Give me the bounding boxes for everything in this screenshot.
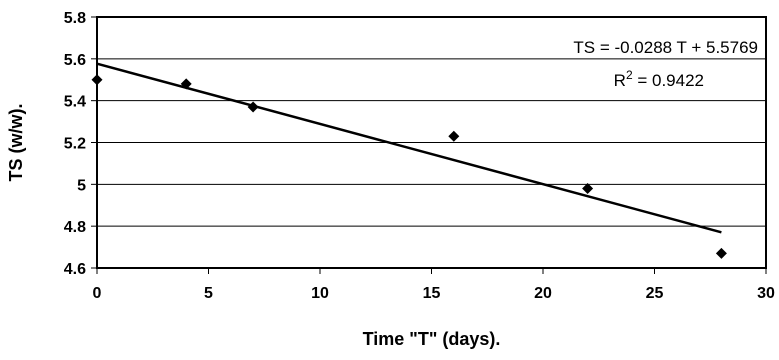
- r-squared-prefix: R: [614, 71, 626, 90]
- data-point-marker: [715, 247, 727, 259]
- y-tick-label: 5.2: [64, 136, 86, 153]
- data-point-marker: [582, 183, 594, 195]
- x-tick-label: 20: [534, 285, 552, 302]
- data-point-marker: [247, 101, 259, 113]
- y-tick-label: 4.6: [64, 261, 86, 278]
- gridlines: [97, 58, 766, 227]
- trendline-equation-label: TS = -0.0288 T + 5.5769: [573, 38, 758, 57]
- data-point-marker: [91, 74, 103, 86]
- y-tick-label: 5: [77, 177, 86, 194]
- x-axis-tick-labels: 0 5 10 15 20 25 30: [93, 268, 775, 302]
- y-axis-title: TS (w/w).: [6, 104, 26, 182]
- r-squared-label: R2 = 0.9422: [614, 68, 704, 90]
- y-tick-label: 5.8: [64, 10, 86, 27]
- y-tick-label: 5.6: [64, 52, 86, 69]
- y-tick-label: 4.8: [64, 219, 86, 236]
- trendline: [96, 62, 722, 234]
- y-axis-tick-labels: 4.6 4.8 5 5.2 5.4 5.6 5.8: [64, 10, 97, 278]
- x-tick-label: 25: [646, 285, 664, 302]
- x-tick-label: 5: [204, 285, 213, 302]
- r-squared-value: = 0.9422: [633, 71, 704, 90]
- trendline-layer: [96, 62, 722, 234]
- x-tick-label: 0: [93, 285, 102, 302]
- x-axis-title: Time "T" (days).: [363, 329, 501, 349]
- data-points: [91, 74, 727, 259]
- x-tick-label: 10: [311, 285, 329, 302]
- data-point-marker: [180, 78, 192, 90]
- x-tick-label: 15: [423, 285, 441, 302]
- y-tick-label: 5.4: [64, 94, 86, 111]
- x-tick-label: 30: [757, 285, 775, 302]
- r-squared-exponent: 2: [626, 68, 633, 82]
- data-point-marker: [448, 130, 460, 142]
